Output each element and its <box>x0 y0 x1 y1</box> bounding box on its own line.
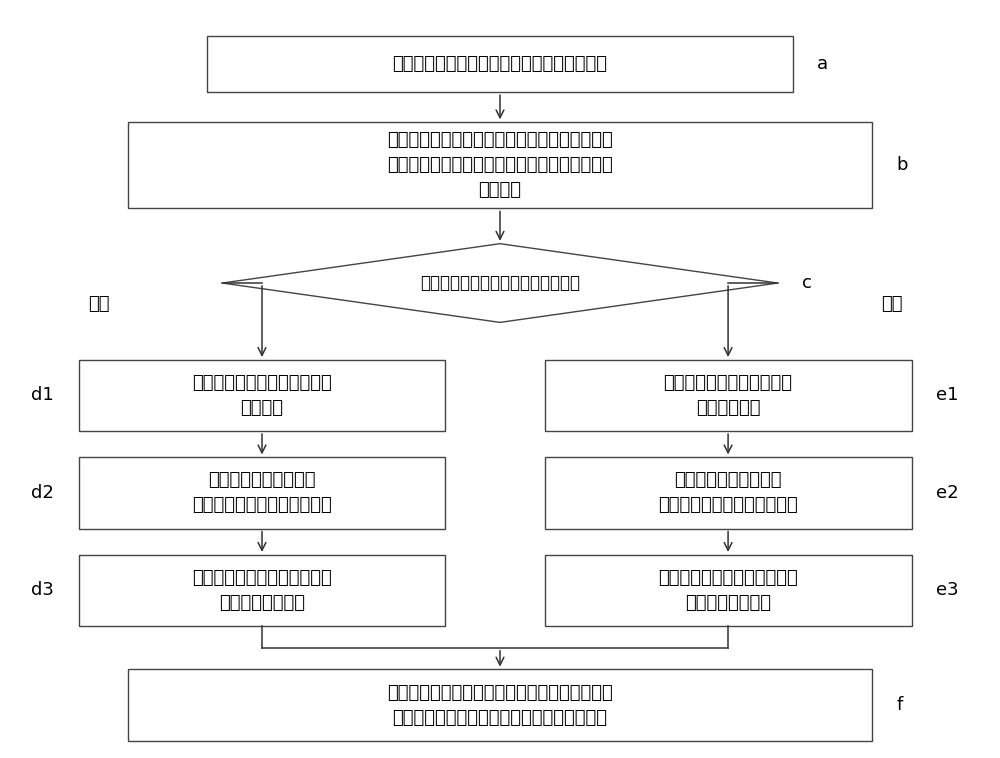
Text: 将第一设备中的所有同类资源标记成单向队列: 将第一设备中的所有同类资源标记成单向队列 <box>393 55 608 73</box>
Text: a: a <box>817 55 828 73</box>
Text: 第二设备将被分配的队列元素
的状态设置为占用: 第二设备将被分配的队列元素 的状态设置为占用 <box>192 569 332 612</box>
Bar <box>545 360 912 431</box>
Text: f: f <box>897 696 903 714</box>
Bar <box>545 555 912 626</box>
Text: 申请: 申请 <box>88 295 109 313</box>
Text: 第二设备将被释放的队列元素
的状态设置为占用: 第二设备将被释放的队列元素 的状态设置为占用 <box>658 569 798 612</box>
Text: b: b <box>897 156 908 174</box>
Text: 第一设备将此队列元素
被释放的信息传输到第二设备: 第一设备将此队列元素 被释放的信息传输到第二设备 <box>658 471 798 515</box>
Bar <box>79 555 445 626</box>
Bar <box>79 457 445 528</box>
Text: 第一设备将此队列元素
被分配的信息传输到第二设备: 第一设备将此队列元素 被分配的信息传输到第二设备 <box>192 471 332 515</box>
Text: 将第二设备中的所有同类资源亦标记成单向队列
并在第二设备中将队列内所有队列元素的状态设
置为空闲: 将第二设备中的所有同类资源亦标记成单向队列 并在第二设备中将队列内所有队列元素的… <box>387 131 613 199</box>
Text: 当第二设备替代第一设备工作时，将所有的状态
设置为空闲的队列元素重新标记成一单向队列: 当第二设备替代第一设备工作时，将所有的状态 设置为空闲的队列元素重新标记成一单向… <box>387 684 613 727</box>
Text: d1: d1 <box>31 387 54 405</box>
Text: c: c <box>802 274 812 292</box>
Text: e2: e2 <box>936 484 959 502</box>
Text: e3: e3 <box>936 581 959 600</box>
Text: 第一设备从队列头分配队列元
素给用户: 第一设备从队列头分配队列元 素给用户 <box>192 374 332 417</box>
Polygon shape <box>222 243 778 322</box>
Text: 第一设备将释放的队列元素
排入队列尾部: 第一设备将释放的队列元素 排入队列尾部 <box>664 374 793 417</box>
Text: d2: d2 <box>31 484 54 502</box>
Bar <box>128 122 872 208</box>
Bar <box>545 457 912 528</box>
Bar <box>79 360 445 431</box>
Text: d3: d3 <box>31 581 54 600</box>
Text: 释放: 释放 <box>881 295 902 313</box>
Text: 用户向第一设备申请或释放队列元素: 用户向第一设备申请或释放队列元素 <box>420 274 580 292</box>
Bar <box>207 36 793 92</box>
Text: e1: e1 <box>936 387 959 405</box>
Bar <box>128 669 872 741</box>
